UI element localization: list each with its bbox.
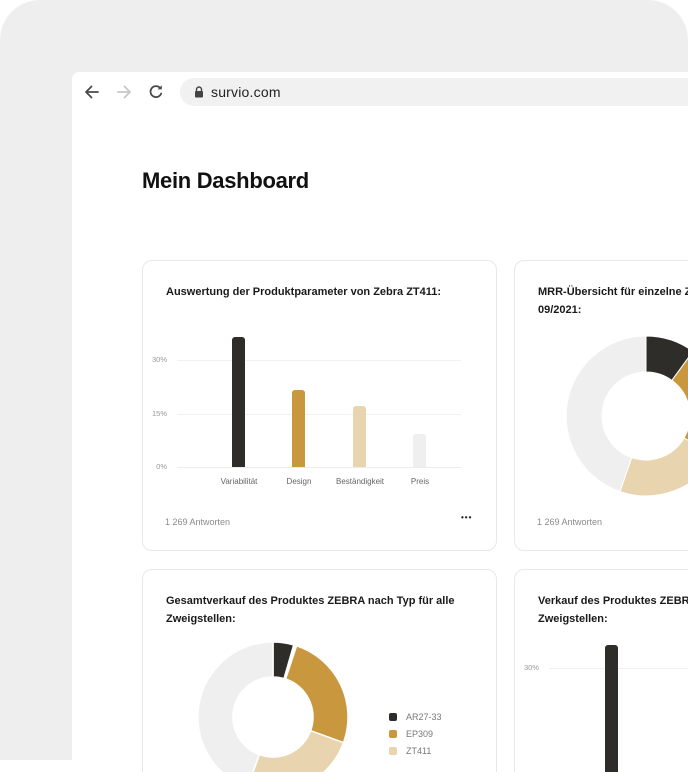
- card-title-line1: Verkauf des Produktes ZEBRA: [538, 595, 688, 607]
- card-title-line2: Zweigstellen:: [166, 613, 236, 625]
- gridline: [177, 414, 461, 415]
- bar-variabilitaet[interactable]: [232, 337, 245, 467]
- card-title: Gesamtverkauf des Produktes ZEBRA nach T…: [166, 592, 486, 628]
- card-mrr-overview: MRR-Übersicht für einzelne Zw 09/2021: 1…: [514, 260, 688, 551]
- y-tick-30: 30%: [523, 663, 539, 672]
- legend-item-ep309[interactable]: EP309: [389, 729, 433, 739]
- legend-swatch: [389, 730, 397, 738]
- response-count: 1 269 Antworten: [165, 517, 231, 527]
- gridline: [177, 467, 461, 468]
- x-label: Design: [286, 477, 312, 486]
- card-title: MRR-Übersicht für einzelne Zw 09/2021:: [538, 283, 688, 319]
- arrow-left-icon: [85, 85, 99, 99]
- more-options-button[interactable]: •••: [461, 513, 473, 522]
- reload-icon: [149, 85, 163, 98]
- page-title: Mein Dashboard: [142, 168, 309, 193]
- url-text: survio.com: [211, 84, 281, 100]
- legend-label: AR27-33: [406, 712, 442, 722]
- x-label: Beständigkeit: [335, 477, 385, 486]
- bar-bestaendigkeit[interactable]: [353, 406, 366, 467]
- x-label: Preis: [410, 477, 430, 486]
- card-total-sales: Gesamtverkauf des Produktes ZEBRA nach T…: [142, 569, 497, 772]
- x-label: Variabilität: [220, 477, 258, 486]
- reload-button[interactable]: [145, 81, 167, 103]
- legend-swatch: [389, 713, 397, 721]
- card-title: Verkauf des Produktes ZEBRA Zweigstellen…: [538, 592, 688, 628]
- lock-icon: [195, 86, 203, 98]
- card-title-line1: Gesamtverkauf des Produktes ZEBRA nach T…: [166, 595, 455, 607]
- gridline: [549, 668, 688, 669]
- card-title-line2: 09/2021:: [538, 304, 582, 316]
- address-bar[interactable]: survio.com: [180, 78, 688, 106]
- bar-branch[interactable]: [605, 645, 618, 772]
- browser-window: survio.com Mein Dashboard Auswertung der…: [72, 72, 688, 772]
- gridline: [177, 360, 461, 361]
- y-tick-30: 30%: [151, 355, 167, 364]
- card-title-line2: Zweigstellen:: [538, 613, 608, 625]
- sales-donut-chart[interactable]: [193, 637, 353, 772]
- bar-design[interactable]: [292, 390, 305, 467]
- mrr-donut-chart[interactable]: [561, 331, 688, 501]
- browser-toolbar: survio.com: [72, 72, 688, 112]
- legend-swatch: [389, 747, 397, 755]
- legend-label: ZT411: [406, 746, 432, 756]
- back-button[interactable]: [81, 81, 103, 103]
- legend-item-zt411[interactable]: ZT411: [389, 746, 431, 756]
- legend-label: EP309: [406, 729, 434, 739]
- card-title-line1: MRR-Übersicht für einzelne Zw: [538, 286, 688, 298]
- response-count: 1 269 Antworten: [537, 517, 603, 527]
- legend-item-ar27-33[interactable]: AR27-33: [389, 712, 442, 722]
- card-title: Auswertung der Produktparameter von Zebr…: [166, 286, 442, 298]
- card-branch-sales: Verkauf des Produktes ZEBRA Zweigstellen…: [514, 569, 688, 772]
- y-tick-15: 15%: [151, 409, 167, 418]
- y-tick-0: 0%: [156, 462, 167, 471]
- card-product-parameters: Auswertung der Produktparameter von Zebr…: [142, 260, 497, 551]
- forward-button[interactable]: [113, 81, 135, 103]
- bar-preis[interactable]: [413, 434, 426, 467]
- arrow-right-icon: [117, 85, 131, 99]
